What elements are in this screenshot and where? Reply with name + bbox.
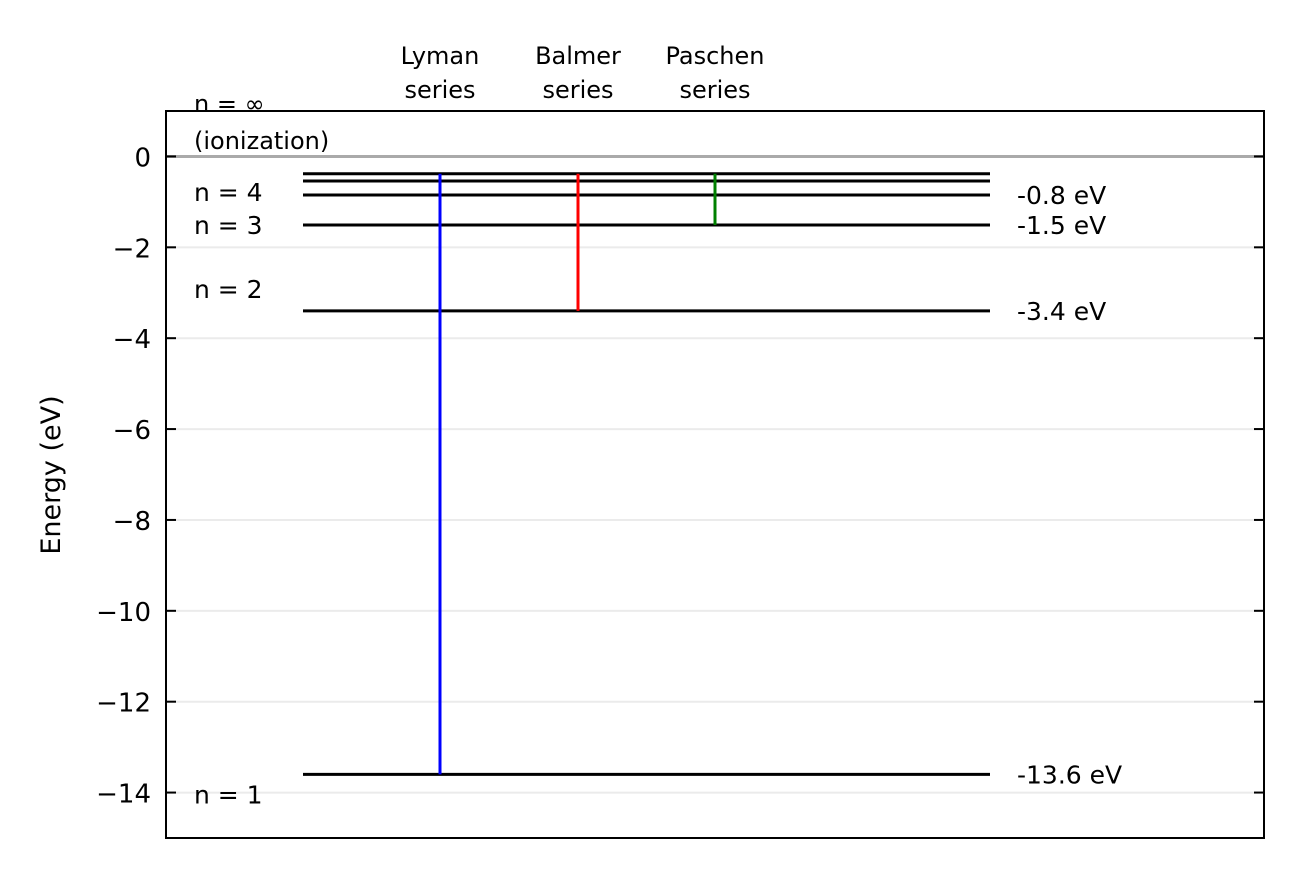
series-label-word: series bbox=[542, 76, 613, 104]
series-label-word: series bbox=[679, 76, 750, 104]
level-labels: n = ∞ (ionization) n = 1 -13.6 eV n = 2 -3.4 … bbox=[194, 42, 1122, 809]
series-label-word: series bbox=[404, 76, 475, 104]
level-label-n3: n = 3 bbox=[194, 211, 263, 240]
level-energy-label-n4: -0.8 eV bbox=[1017, 181, 1106, 210]
ionization-label-text: (ionization) bbox=[194, 127, 329, 155]
y-axis-label: Energy (eV) bbox=[36, 395, 67, 554]
y-tick-label: −6 bbox=[113, 416, 151, 446]
y-tick-label: −12 bbox=[96, 689, 151, 719]
level-label-n1: n = 1 bbox=[194, 780, 263, 809]
y-tick-label: −10 bbox=[96, 598, 151, 628]
level-energy-label-n3: -1.5 eV bbox=[1017, 211, 1106, 240]
y-tick-label: −14 bbox=[96, 780, 151, 810]
y-axis-ticks: 0 −2 −4 −6 −8 −10 −12 −14 bbox=[96, 143, 1264, 810]
y-tick-label: 0 bbox=[134, 143, 151, 173]
plot-frame bbox=[165, 110, 1265, 839]
energy-levels bbox=[303, 172, 990, 776]
y-tick-label: −4 bbox=[113, 325, 151, 355]
ionization-label-n: n = ∞ bbox=[194, 90, 265, 118]
level-energy-label-n2: -3.4 eV bbox=[1017, 297, 1106, 326]
level-label-n2: n = 2 bbox=[194, 275, 263, 304]
level-energy-label-n1: -13.6 eV bbox=[1017, 760, 1122, 789]
level-label-n4: n = 4 bbox=[194, 178, 263, 207]
series-label-name: Balmer bbox=[535, 42, 621, 70]
transition-series bbox=[438, 173, 717, 775]
y-tick-label: −2 bbox=[113, 234, 151, 264]
series-label-name: Paschen bbox=[666, 42, 765, 70]
series-label-name: Lyman bbox=[401, 42, 480, 70]
grid-lines bbox=[166, 155, 1264, 794]
y-tick-label: −8 bbox=[113, 507, 151, 537]
